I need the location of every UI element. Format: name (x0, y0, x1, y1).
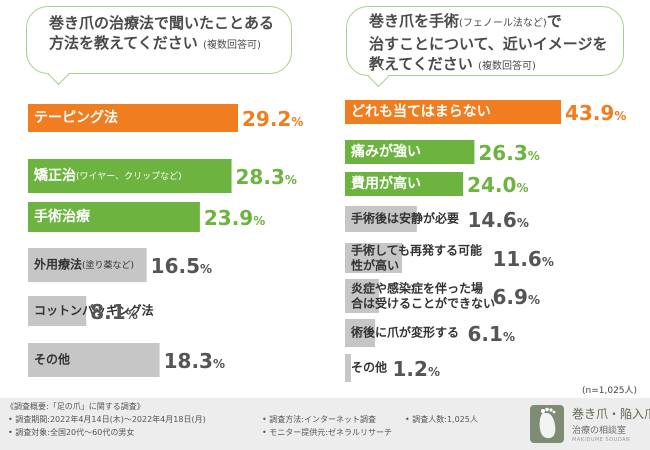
right-bar-label-7: 術後に爪が変形する (350, 325, 459, 340)
left-question-text2: 方法を教えてください (49, 34, 198, 52)
right-bar-value-8: 1.2% (393, 357, 440, 381)
right-bar-value-7: 6.1% (468, 322, 515, 346)
footer-period: • 調査期間:2022年4月14日(木)〜2022年4月18日(月) (8, 415, 206, 424)
left-bar-1 (28, 104, 238, 132)
left-bar-label-4: 外用療法(塗り薬など) (34, 257, 134, 272)
left-question-bubble: 巻き爪の治療法で聞いたことある 方法を教えてください (複数回答可) (26, 6, 292, 86)
right-bar-value-1: 43.9% (565, 101, 626, 125)
right-bar-label-6-line1: 炎症や感染症を伴った場 (351, 281, 483, 296)
right-question-line1: 巻き爪を手術(フェノール法など)で (369, 11, 613, 34)
right-bar-value-5: 11.6% (493, 247, 554, 271)
right-bar-value-6: 6.9% (493, 285, 540, 309)
left-bar-4 (28, 248, 147, 282)
right-bar-7 (345, 319, 376, 347)
right-question-text1: 巻き爪を手術 (369, 12, 460, 30)
right-question-text1-tail: で (546, 12, 562, 30)
left-bar-2 (28, 159, 232, 193)
left-bar-label-6: その他 (34, 352, 70, 367)
clinic-logo: 巻き爪・陥入爪 治療の相談室 MAKIDUME SOUDAN (530, 403, 650, 447)
right-bar-3 (345, 172, 464, 196)
right-bar-6 (345, 279, 379, 313)
footer-people: • 調査人数:1,025人 (405, 415, 478, 424)
footer-target: • 調査対象:全国20代〜60代の男女 (8, 428, 135, 437)
left-bar-label-2: 矯正治(ワイヤー、クリップなど) (33, 167, 182, 184)
right-question-bubble: 巻き爪を手術(フェノール法など)で 治すことについて、近いイメージを 教えてくだ… (346, 6, 624, 88)
right-bar-2 (345, 140, 475, 164)
right-bar-value-2: 26.3% (478, 141, 539, 165)
footer-method: • 調査方法:インターネット調査 (262, 415, 376, 424)
right-bar-label-4: 手術後は安静が必要 (351, 211, 459, 226)
right-bar-4 (345, 206, 417, 232)
left-bar-value-3: 23.9% (204, 206, 265, 230)
left-bar-label-3: 手術治療 (34, 208, 91, 225)
left-bar-chart: テーピング法 29.2% 矯正治(ワイヤー、クリップなど) 28.3% 手術治療 23.9… (28, 104, 303, 377)
left-bar-label-1: テーピング法 (34, 109, 118, 126)
logo-name: 巻き爪・陥入爪 (572, 407, 650, 421)
right-bar-8 (345, 354, 351, 382)
right-bar-label-8: その他 (351, 360, 387, 375)
right-bar-label-5-line2: 性が高い (350, 258, 399, 273)
right-bar-label-2: 痛みが強い (350, 143, 421, 160)
footer-provider: • モニター提供元:ゼネラルリサーチ (262, 428, 392, 437)
right-bar-value-3: 24.0% (467, 173, 528, 197)
right-question-note1: (フェノール法など) (459, 18, 547, 29)
sample-size-note: (n=1,025人) (582, 386, 638, 396)
left-bar-3 (28, 202, 200, 232)
right-bar-chart: どれも当てはまらない 43.9% 痛みが強い 26.3% 費用が高い 24.0% 手術後は安… (345, 100, 626, 382)
left-bar-value-2: 28.3% (236, 165, 297, 189)
left-bar-5 (28, 296, 87, 326)
left-question-line2: 方法を教えてください (複数回答可) (49, 33, 281, 56)
left-bar-value-5: 8.1% (90, 300, 137, 324)
right-bar-1 (345, 100, 561, 124)
right-question-text3: 教えてください (369, 55, 473, 73)
right-bar-5 (345, 243, 403, 273)
right-bar-label-1: どれも当てはまらない (351, 103, 491, 120)
logo-tagline: MAKIDUME SOUDAN (572, 437, 631, 443)
left-bar-6 (28, 343, 160, 377)
right-question-line3: 教えてください (複数回答可) (369, 54, 613, 77)
left-bar-value-1: 29.2% (242, 107, 303, 131)
left-question-note: (複数回答可) (203, 40, 261, 51)
right-question-line2: 治すことについて、近いイメージを (369, 35, 608, 53)
foot-icon (530, 405, 564, 443)
footer-title: 《調査概要:「足の爪」に関する調査》 (6, 402, 145, 411)
right-bar-value-4: 14.6% (468, 208, 529, 232)
left-bar-value-4: 16.5% (151, 254, 212, 278)
right-bar-label-6-line2: 合は受けることができない (351, 296, 495, 311)
left-bar-value-6: 18.3% (164, 349, 225, 373)
logo-subtitle: 治療の相談室 (572, 426, 627, 436)
right-bar-label-5-line1: 手術しても再発する可能 (351, 243, 482, 258)
left-bar-label-5: コットンパッキング法 (34, 303, 154, 318)
left-question-line1: 巻き爪の治療法で聞いたことある (49, 14, 275, 32)
right-question-note: (複数回答可) (478, 61, 536, 72)
right-bar-label-3: 費用が高い (351, 175, 421, 192)
left-question-tail (47, 63, 70, 86)
